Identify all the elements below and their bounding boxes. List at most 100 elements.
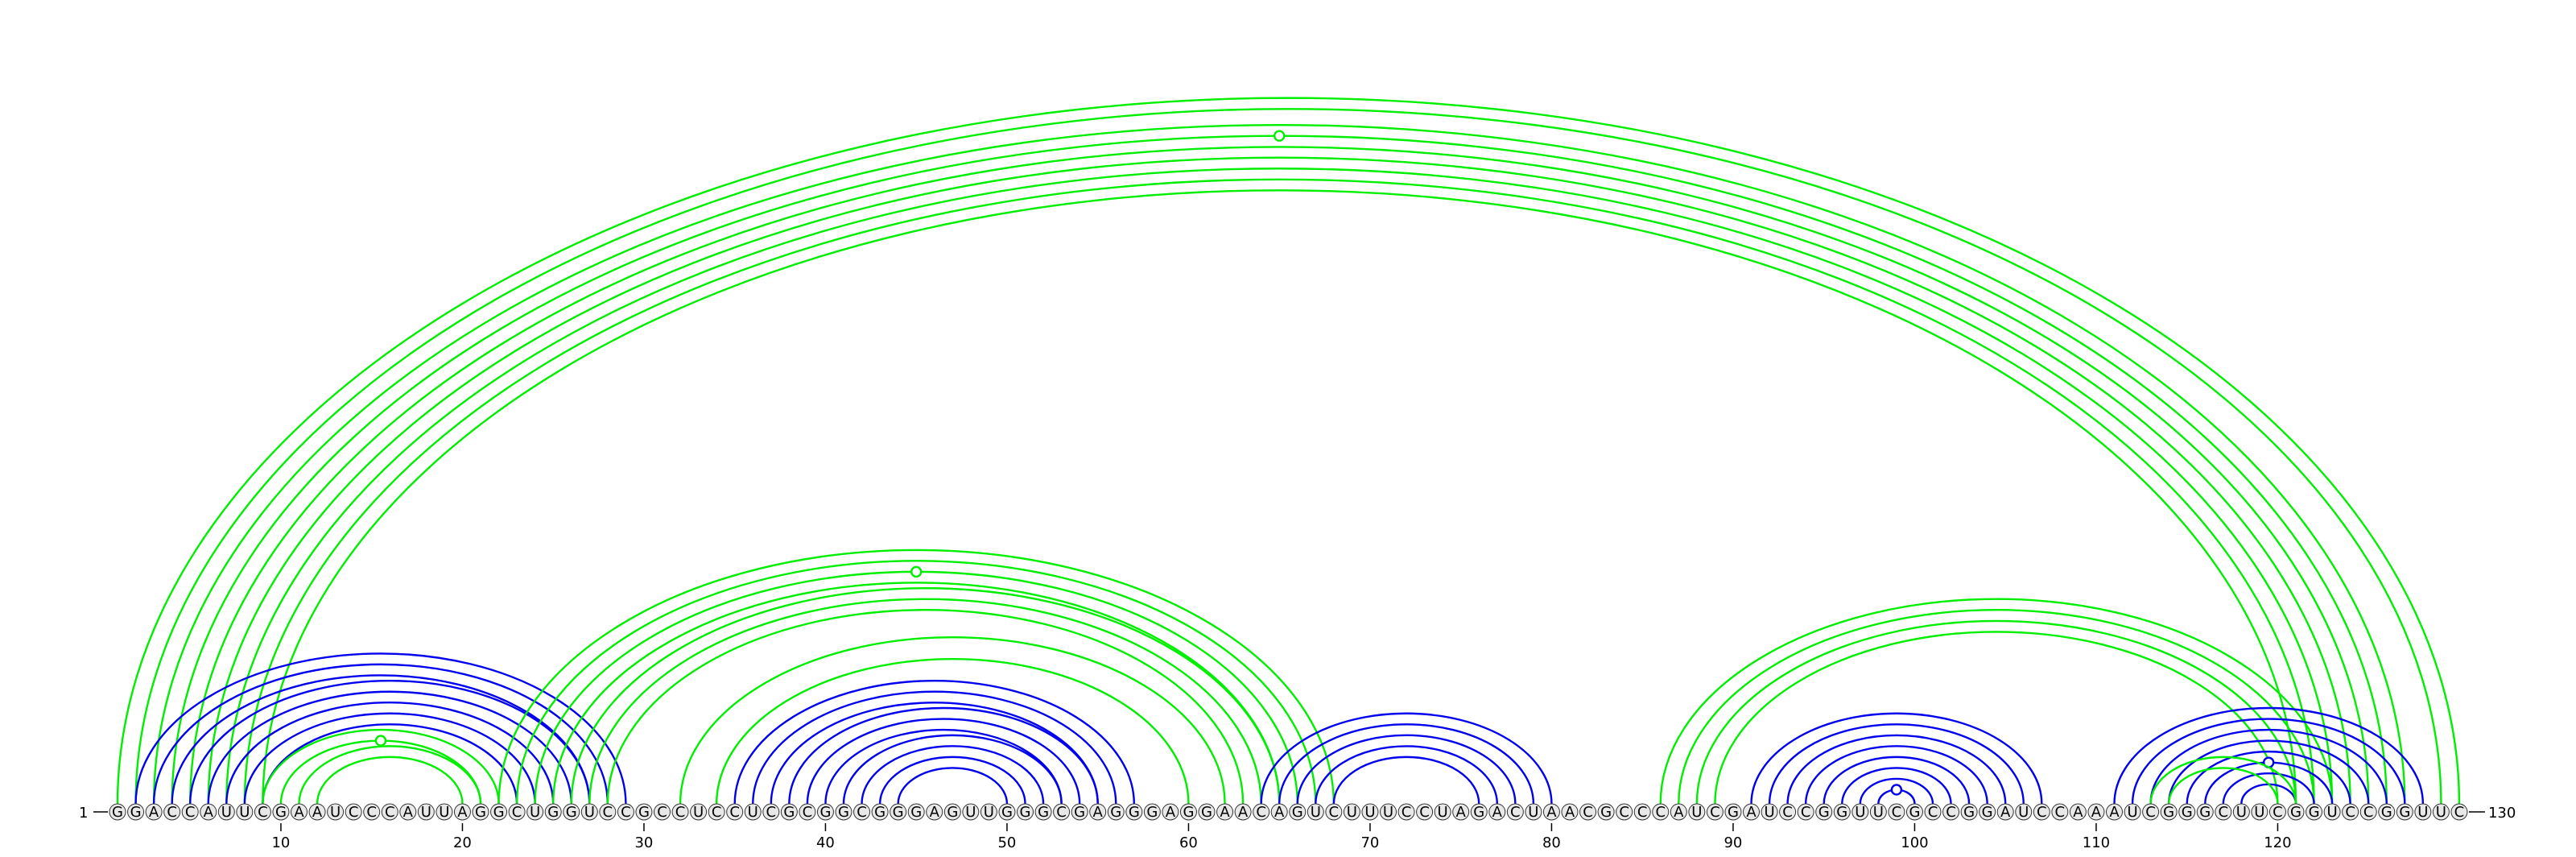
nucleotide-41: G bbox=[835, 803, 852, 821]
nucleotide-letter: A bbox=[2073, 804, 2083, 821]
nucleotide-circle bbox=[1452, 803, 1470, 821]
nucleotide-letter: G bbox=[783, 804, 795, 821]
nucleotide-letter: U bbox=[2236, 804, 2247, 821]
nucleotide-letter: G bbox=[1074, 804, 1085, 821]
nucleotide-letter: G bbox=[2182, 804, 2193, 821]
nucleotide-letter: G bbox=[2163, 804, 2174, 821]
nucleotide-circle bbox=[1869, 803, 1887, 821]
nucleotide-circle bbox=[308, 803, 326, 821]
nucleotide-letter: G bbox=[947, 804, 958, 821]
arc-green-32-62 bbox=[679, 636, 1226, 805]
nucleotide-circle bbox=[962, 803, 980, 821]
nucleotide-10: G bbox=[272, 803, 290, 821]
nucleotide-letter: C bbox=[1710, 804, 1720, 821]
nucleotide-circle bbox=[1416, 803, 1434, 821]
nucleotide-circle bbox=[1434, 803, 1451, 821]
nucleotide-46: A bbox=[926, 803, 943, 821]
nucleotide-letter: G bbox=[1129, 804, 1140, 821]
arc-blue-38-55 bbox=[788, 706, 1099, 805]
nucleotide-circle bbox=[1253, 803, 1270, 821]
nucleotide-circle bbox=[327, 803, 345, 821]
nucleotide-7: U bbox=[217, 803, 235, 821]
nucleotide-letter: C bbox=[1329, 804, 1340, 821]
nucleotide-letter: A bbox=[1456, 804, 1467, 821]
nucleotide-circle bbox=[345, 803, 362, 821]
arc-green-34-60 bbox=[715, 657, 1190, 805]
nucleotide-123: U bbox=[2323, 803, 2341, 821]
nucleotide-6: A bbox=[200, 803, 217, 821]
nucleotide-70: U bbox=[1361, 803, 1379, 821]
arc-blue-8-24 bbox=[243, 712, 536, 805]
nucleotide-circle bbox=[1325, 803, 1343, 821]
nucleotide-letter: G bbox=[819, 804, 831, 821]
nucleotide-circle bbox=[1107, 803, 1125, 821]
nucleotide-circle bbox=[2432, 803, 2450, 821]
nucleotide-96: G bbox=[1833, 803, 1851, 821]
nucleotide-circle bbox=[1761, 803, 1778, 821]
nucleotide-circle bbox=[926, 803, 943, 821]
nucleotide-circle bbox=[2251, 803, 2268, 821]
nucleotide-letter: G bbox=[1201, 804, 1212, 821]
arc-green-27-64 bbox=[588, 598, 1262, 805]
nucleotide-16: C bbox=[381, 803, 398, 821]
arc-blue-44-50 bbox=[897, 767, 1009, 805]
nucleotide-17: A bbox=[399, 803, 417, 821]
nucleotide-letter: C bbox=[2273, 804, 2283, 821]
arc-blue-6-26 bbox=[207, 690, 572, 805]
nucleotide-57: G bbox=[1125, 803, 1143, 821]
nucleotide-80: A bbox=[1542, 803, 1560, 821]
nucleotide-circle bbox=[1017, 803, 1034, 821]
nucleotide-circle bbox=[580, 803, 598, 821]
nucleotide-56: G bbox=[1107, 803, 1125, 821]
nucleotide-letter: G bbox=[1600, 804, 1612, 821]
start-position-label: 1 bbox=[79, 805, 88, 822]
nucleotide-circle bbox=[1942, 803, 1960, 821]
nucleotide-29: C bbox=[617, 803, 634, 821]
nucleotide-74: U bbox=[1434, 803, 1451, 821]
nucleotide-circle bbox=[1779, 803, 1797, 821]
nucleotide-circle bbox=[1996, 803, 2014, 821]
nucleotide-circle bbox=[1743, 803, 1760, 821]
nucleotide-21: G bbox=[472, 803, 489, 821]
nucleotide-39: C bbox=[799, 803, 816, 821]
arc-blue-42-52 bbox=[861, 745, 1045, 805]
nucleotide-82: C bbox=[1579, 803, 1597, 821]
nucleotide-letter: G bbox=[2309, 804, 2320, 821]
nucleotide-101: C bbox=[1924, 803, 1942, 821]
nucleotide-letter: C bbox=[366, 804, 377, 821]
nucleotide-107: C bbox=[2033, 803, 2050, 821]
nucleotide-letter: G bbox=[1963, 804, 1975, 821]
nucleotide-125: C bbox=[2359, 803, 2377, 821]
nucleotide-letter: A bbox=[1166, 804, 1176, 821]
nucleotide-circle bbox=[654, 803, 671, 821]
end-position-label: 130 bbox=[2488, 805, 2516, 822]
nucleotide-circle bbox=[291, 803, 308, 821]
nucleotide-letter: C bbox=[1419, 804, 1430, 821]
arc-green-7-123 bbox=[225, 168, 2334, 805]
nucleotide-circle bbox=[1633, 803, 1651, 821]
position-ticks: 10 20 30 40 50 60 70 80 90 100 110 120 bbox=[271, 823, 2292, 851]
nucleotide-63: A bbox=[1234, 803, 1252, 821]
nucleotide-45: G bbox=[907, 803, 925, 821]
nucleotide-letter: C bbox=[385, 804, 395, 821]
nucleotide-letter: U bbox=[1691, 804, 1702, 821]
nucleotide-circle bbox=[980, 803, 997, 821]
nucleotide-86: C bbox=[1652, 803, 1670, 821]
tick-label-50: 50 bbox=[997, 834, 1016, 851]
nucleotide-circle bbox=[563, 803, 580, 821]
nucleotide-letter: A bbox=[312, 804, 323, 821]
nucleotide-letter: U bbox=[421, 804, 431, 821]
nucleotide-113: C bbox=[2142, 803, 2160, 821]
arc-marker-blue-98-100 bbox=[1890, 784, 1903, 796]
arc-blue-39-54 bbox=[806, 718, 1081, 805]
arc-green-6-124 bbox=[207, 156, 2351, 805]
nucleotide-circle bbox=[2087, 803, 2105, 821]
nucleotide-circle bbox=[526, 803, 544, 821]
nucleotide-92: U bbox=[1761, 803, 1778, 821]
nucleotide-circle bbox=[2069, 803, 2087, 821]
nucleotide-87: A bbox=[1670, 803, 1687, 821]
nucleotide-letter: C bbox=[1583, 804, 1593, 821]
arc-marker-green-10-21 bbox=[374, 735, 387, 747]
nucleotide-circle bbox=[2359, 803, 2377, 821]
arc-blue-92-106 bbox=[1768, 723, 2025, 805]
